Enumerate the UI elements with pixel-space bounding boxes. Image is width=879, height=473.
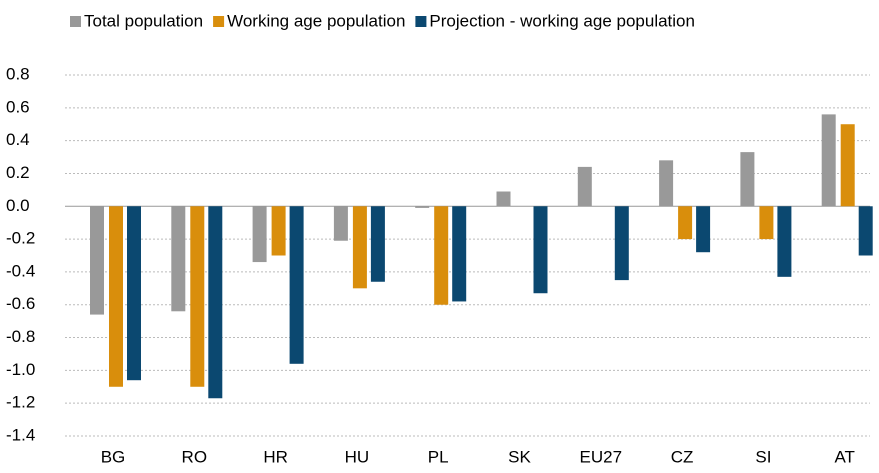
bar <box>533 206 548 294</box>
bar <box>759 206 774 240</box>
bar <box>171 206 186 312</box>
legend-label: Total population <box>84 11 203 30</box>
x-tick-label: SI <box>755 447 771 466</box>
bar <box>434 206 449 305</box>
bar <box>289 206 304 364</box>
y-tick-label: 0.0 <box>6 196 30 215</box>
bar <box>271 206 286 256</box>
y-tick-label: -0.4 <box>6 261 35 280</box>
bar <box>415 206 430 208</box>
bar <box>252 206 267 263</box>
bar <box>370 206 385 282</box>
y-tick-label: -1.4 <box>6 425 35 444</box>
legend-label: Projection - working age population <box>429 11 695 30</box>
y-tick-label: 0.4 <box>6 130 30 149</box>
bar <box>352 206 367 289</box>
bar <box>208 206 223 399</box>
bar <box>90 206 104 315</box>
x-tick-label: CZ <box>671 447 694 466</box>
x-tick-label: SK <box>508 447 531 466</box>
bar <box>127 206 141 381</box>
bar <box>821 114 836 207</box>
bar <box>109 206 123 387</box>
x-tick-label: EU27 <box>580 447 623 466</box>
legend-swatch <box>415 16 427 27</box>
bar <box>452 206 467 302</box>
y-tick-label: 0.2 <box>6 163 30 182</box>
y-tick-label: -1.2 <box>6 393 35 412</box>
x-tick-label: RO <box>182 447 208 466</box>
bar <box>858 206 873 256</box>
x-tick-label: HU <box>345 447 370 466</box>
bar <box>777 206 792 277</box>
bar <box>696 206 711 253</box>
legend-label: Working age population <box>227 11 405 30</box>
x-tick-label: PL <box>428 447 449 466</box>
y-tick-label: -0.8 <box>6 327 35 346</box>
x-tick-label: BG <box>101 447 126 466</box>
bar <box>840 124 855 207</box>
y-tick-label: -1.0 <box>6 360 35 379</box>
bar <box>333 206 348 241</box>
legend-swatch <box>213 16 225 27</box>
bar <box>659 160 674 207</box>
y-tick-label: -0.2 <box>6 229 35 248</box>
bar <box>740 152 755 207</box>
y-tick-label: -0.6 <box>6 294 35 313</box>
bar <box>577 166 592 207</box>
bar <box>496 191 511 207</box>
x-tick-label: AT <box>834 447 854 466</box>
x-tick-label: HR <box>263 447 288 466</box>
bar <box>678 206 693 240</box>
legend-swatch <box>70 16 81 27</box>
y-tick-label: 0.6 <box>6 97 30 116</box>
y-tick-label: 0.8 <box>6 64 30 83</box>
bar <box>190 206 205 387</box>
bar <box>614 206 629 281</box>
